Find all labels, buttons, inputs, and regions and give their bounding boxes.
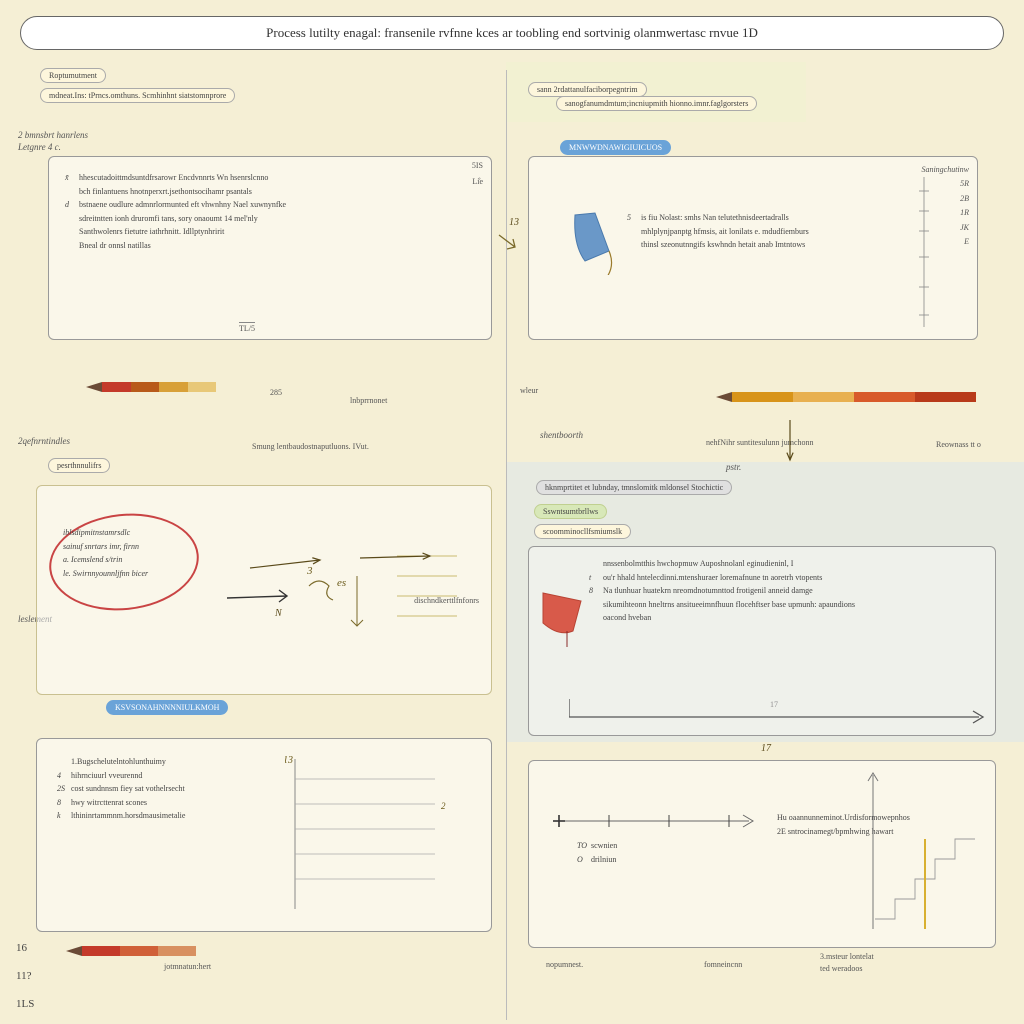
timeline-icon — [539, 771, 759, 941]
annotation-label: lnbprrnonet — [350, 396, 387, 405]
wedge-icon — [567, 205, 627, 275]
vertical-divider — [506, 70, 507, 1020]
header-tag: sann 2rdattanulfaciborpegntrim — [528, 82, 647, 97]
list-item: sainuf snrtars imr, firnn — [63, 540, 203, 554]
list-item: 2Scost sundnnsm fiey sat vothelrsecht — [57, 782, 277, 796]
panel-definitions: x̃hhescutadoittmdsuntdfrsarowr Encdvnnrt… — [48, 156, 492, 340]
sketch-arrows-icon: 3 es — [217, 526, 477, 666]
svg-text:13: 13 — [285, 755, 293, 766]
list-item: sdreitntten ionh druromfi tans, sory ona… — [65, 212, 365, 226]
page-title-text: Process lutilty enagal: fransenile rvfnn… — [266, 25, 758, 41]
section-heading: 2qefnrntindles — [18, 436, 70, 446]
section-heading: shentboorth — [540, 430, 583, 440]
list-item: le. Swirnnyounnljfnn bicer — [63, 567, 203, 581]
list-item: x̃hhescutadoittmdsuntdfrsarowr Encdvnnrt… — [65, 171, 365, 185]
annotation-label: 3.msteur lontelat — [820, 952, 874, 961]
panel-intro: 5is fiu Nolast: smhs Nan telutethnisdeer… — [528, 156, 978, 340]
list-item: TOscwnien — [577, 839, 617, 853]
list-item: thinsl szeonutnngifs kswhndn hetait anab… — [627, 238, 877, 252]
pill-link[interactable]: Sswntsumtbrllws — [534, 504, 607, 519]
list-item: klthininrtammnm.horsdmausimetalie — [57, 809, 277, 823]
list-item: Odrilniun — [577, 853, 617, 867]
svg-text:3: 3 — [306, 565, 313, 577]
annotation-label: Smung lentbaudostnaputluons. IVut. — [252, 442, 369, 451]
pencil-icon — [716, 392, 976, 402]
corner-label: Li̊e — [472, 177, 483, 186]
list-item: 8Na tlunhuar huatekrn nreomdnotumnttod f… — [589, 584, 979, 598]
list-item: dbstnaene oudlure admnrlormunted eft vhw… — [65, 198, 365, 212]
pill-link[interactable]: KSVSONAHNNNNIULKMOH — [106, 700, 228, 715]
list-item: mhlplynjpanptg hfmsis, ait lonilats e. m… — [627, 225, 877, 239]
header-tag: mdneat.Ins: tPrncs.omthuns. Scmhinhnt si… — [40, 88, 235, 103]
list-item: 8hwy witrcttenrat scones — [57, 796, 277, 810]
list-item: nnssenbolmtthis hwchopmuw Auposhnolanl e… — [589, 557, 979, 571]
scale-ticks-icon — [915, 177, 933, 327]
list-item: a. Icemslend s/trin — [63, 553, 203, 567]
panel-description: nnssenbolmtthis hwchopmuw Auposhnolanl e… — [528, 546, 996, 736]
arrow-sketch-icon — [495, 229, 525, 269]
page-number: 11? — [16, 970, 31, 982]
annotation-label: ted weradoos — [820, 964, 862, 973]
page-title: Process lutilty enagal: fransenile rvfnn… — [20, 16, 1004, 50]
annotation-label: fomneincnn — [704, 960, 742, 969]
page-number: 1LS — [16, 998, 34, 1010]
pill-link[interactable]: pesrthnnulifrs — [48, 458, 110, 473]
axis-sketch-icon: 13 2 — [285, 749, 485, 919]
fraction-label: TL/5 — [239, 322, 255, 333]
corner-label: 5IS — [472, 161, 483, 170]
header-tag: sanogfanumdmtum;incniupmith hionno.imnr.… — [556, 96, 757, 111]
axis-arrow-icon — [569, 699, 989, 729]
list-item: Bneal dr onnsl natillas — [65, 239, 365, 253]
pill-link[interactable]: scoomminocllfsmiumslk — [534, 524, 631, 539]
red-wedge-icon — [537, 587, 591, 647]
side-label: Saningchutinw — [921, 163, 969, 177]
list-item: 5is fiu Nolast: smhs Nan telutethnisdeer… — [627, 211, 877, 225]
annotation-label: Reownass tt o — [936, 440, 981, 449]
list-item: tou'r hhald hntelecdinni.mtenshuraer lor… — [589, 571, 979, 585]
panel-steps: 1.Bugschelutelntohlunthuimy4hihrnciuurl … — [36, 738, 492, 932]
list-item: bch finlantuens hnotnperxrt.jsethontsoci… — [65, 185, 365, 199]
label-mid-num: 13 — [509, 217, 519, 228]
annotation-label: 285 — [270, 388, 282, 397]
section-heading: pstr. — [726, 462, 741, 472]
list-item: Santhwolenrs fietutre iathrhnitt. Idllpt… — [65, 225, 365, 239]
annotation-label: wleur — [520, 386, 538, 395]
pill-link[interactable]: hknmprtitet et lubnday, tmnslomitk mldon… — [536, 480, 732, 495]
page-number: 16 — [16, 942, 27, 954]
staircase-icon — [865, 769, 985, 939]
list-item: 4hihrnciuurl vveurennd — [57, 769, 277, 783]
list-item: oacond hveban — [589, 611, 979, 625]
panel-concept: iblsdipmitnstamrsdlcsainuf snrtars imr, … — [36, 485, 492, 695]
list-item: iblsdipmitnstamrsdlc — [63, 526, 203, 540]
section-heading: 2 bmnsbrt hanrlens — [18, 130, 88, 140]
panel-output: 17 TOscwnienOdrilniun Hu oaannunneminot.… — [528, 760, 996, 948]
annotation-label: nehfNihr suntitesulunn jumchonn — [706, 438, 814, 447]
pencil-icon — [86, 382, 216, 392]
list-item: 1.Bugschelutelntohlunthuimy — [57, 755, 277, 769]
header-tag: Roptumutment — [40, 68, 106, 83]
list-item: sikumihteonn hneltrns ansitueeimnfhuun f… — [589, 598, 979, 612]
svg-text:2: 2 — [441, 801, 446, 811]
num-top: 17 — [761, 743, 771, 754]
pencil-icon — [66, 946, 196, 956]
annotation-label: jotmnatun:hert — [164, 962, 211, 971]
section-heading: Letgnre 4 c. — [18, 142, 61, 152]
svg-text:es: es — [337, 577, 346, 589]
annotation-label: nopumnest. — [546, 960, 583, 969]
pill-link[interactable]: MNWWDNAWIGIUICUOS — [560, 140, 671, 155]
